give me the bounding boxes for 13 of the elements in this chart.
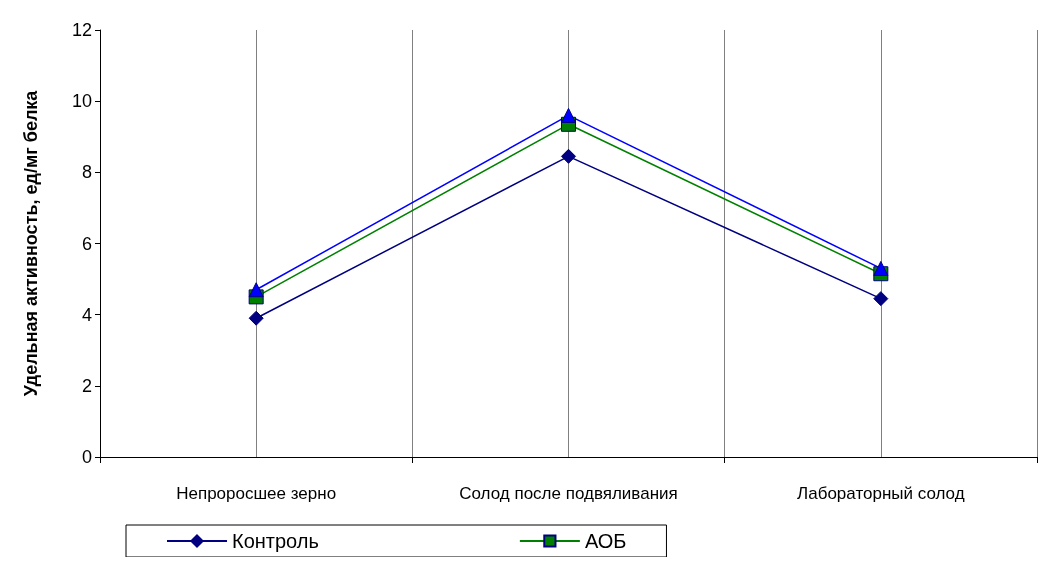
y-tick-label: 8	[81, 162, 92, 183]
y-tick-label: 0	[81, 447, 92, 467]
y-tick-label: 4	[81, 304, 92, 325]
y-tick-label: 6	[81, 233, 92, 254]
y-tick-label: 12	[71, 20, 92, 40]
x-tick-label: Лабораторный солод	[797, 484, 965, 503]
legend-label: АОБ	[584, 530, 627, 552]
legend-label: Контроль	[232, 530, 319, 552]
y-tick-label: 10	[71, 91, 92, 112]
x-tick-label: Непроросшее зерно	[176, 484, 337, 503]
x-tick-label: Солод после подвяливания	[459, 484, 678, 503]
y-axis-title: Удельная активность, ед/мг белка	[21, 89, 41, 397]
y-tick-label: 2	[81, 375, 92, 396]
